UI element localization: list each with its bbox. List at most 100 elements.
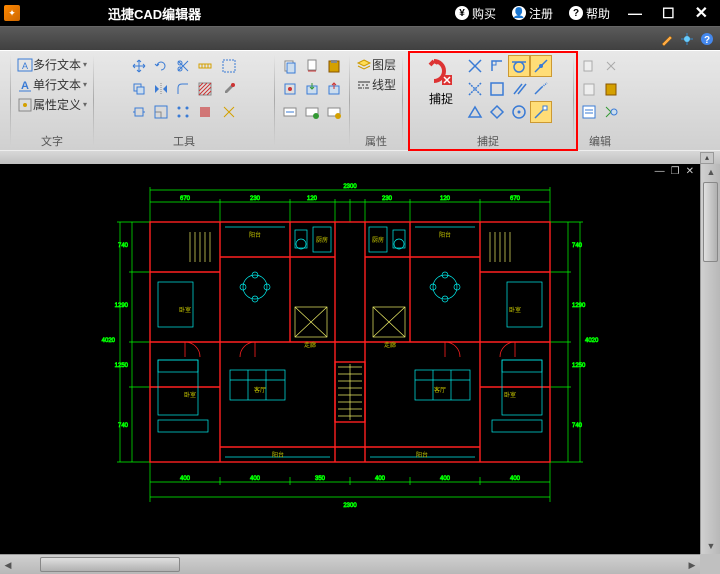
canvas-restore-icon[interactable]: ❐ [669, 166, 682, 177]
snap-midpoint-button[interactable] [464, 101, 486, 123]
tool-array-button[interactable] [172, 101, 194, 123]
svg-text:400: 400 [250, 476, 261, 482]
close-button[interactable]: ✕ [687, 1, 716, 25]
clip-import-button[interactable] [301, 101, 323, 123]
edit-paste2-button[interactable] [600, 78, 622, 100]
help-button[interactable]: ? 帮助 [563, 3, 616, 24]
horizontal-scrollbar[interactable]: ◀ ▶ [0, 554, 700, 574]
canvas-close-icon[interactable]: ✕ [684, 166, 696, 177]
move-icon [131, 58, 147, 74]
svg-text:740: 740 [572, 243, 583, 249]
buy-button[interactable]: ¥ 购买 [449, 3, 502, 24]
vertical-scroll-thumb[interactable] [703, 182, 718, 262]
collapse-chevron-icon[interactable]: ▴ [700, 152, 714, 164]
multiline-text-button[interactable]: A 多行文本▾ [15, 55, 89, 74]
ribbon-collapse-bar: ▴ [0, 150, 720, 164]
mirror-icon [153, 81, 169, 97]
clip-xref-button[interactable] [279, 101, 301, 123]
ribbon-group-attrs: 图层 线型 属性 [350, 51, 402, 150]
clip-cut-button[interactable] [301, 55, 323, 77]
attr-def-button[interactable]: 属性定义▾ [15, 95, 89, 114]
minimize-button[interactable]: — [620, 3, 650, 23]
tool-rotate-button[interactable] [150, 55, 172, 77]
ribbon-label-edit: 编辑 [589, 132, 611, 150]
svg-text:4020: 4020 [102, 338, 116, 344]
ribbon-label-tools: 工具 [173, 132, 195, 150]
yen-icon: ¥ [455, 6, 469, 20]
tool-hatch-button[interactable] [194, 78, 216, 100]
tool-region-button[interactable] [194, 101, 216, 123]
tool-move-button[interactable] [128, 55, 150, 77]
svg-text:400: 400 [440, 476, 451, 482]
svg-text:120: 120 [307, 196, 318, 202]
canvas-min-icon[interactable]: — [653, 166, 667, 177]
scroll-left-icon[interactable]: ◀ [0, 557, 16, 573]
attr-def-icon [17, 97, 33, 113]
svg-text:4020: 4020 [585, 338, 599, 344]
tool-fillet-button[interactable] [172, 78, 194, 100]
svg-text:A: A [21, 80, 29, 92]
snap-extension-button[interactable] [530, 78, 552, 100]
scroll-up-icon[interactable]: ▲ [703, 164, 719, 180]
snap-quadrant-button[interactable] [486, 101, 508, 123]
edit-match-button[interactable] [600, 101, 622, 123]
qat-sparkle-icon[interactable] [678, 30, 696, 48]
measure-icon [197, 58, 213, 74]
layer-icon [356, 57, 372, 73]
snap-tangent-button[interactable] [508, 55, 530, 77]
tool-mirror-button[interactable] [150, 78, 172, 100]
snap-endpoint-button[interactable] [486, 78, 508, 100]
register-button[interactable]: 👤 注册 [506, 3, 559, 24]
ribbon-label-text: 文字 [41, 132, 63, 150]
edit-paste-button[interactable] [578, 78, 600, 100]
ribbon-label-clipboard [311, 136, 314, 150]
snap-big-label[interactable]: 捕捉 [429, 90, 453, 107]
edit-copy-button[interactable] [578, 55, 600, 77]
svg-text:2300: 2300 [343, 503, 357, 509]
edit-prop-button[interactable] [578, 101, 600, 123]
edit-cut-button[interactable] [600, 55, 622, 77]
maximize-button[interactable]: ☐ [654, 3, 683, 24]
snap-big-icon [424, 55, 458, 89]
qat-help-icon[interactable]: ? [698, 30, 716, 48]
vertical-scrollbar[interactable]: ▲ ▼ [700, 164, 720, 554]
clip-paste-button[interactable] [323, 55, 345, 77]
layer-button[interactable]: 图层 [354, 55, 398, 74]
qat-pencil-icon[interactable] [658, 30, 676, 48]
ribbon-group-text: A 多行文本▾ A 单行文本▾ 属性定义▾ 文字 [11, 51, 93, 150]
svg-text:120: 120 [440, 196, 451, 202]
tool-copy-button[interactable] [128, 78, 150, 100]
scroll-down-icon[interactable]: ▼ [703, 538, 719, 554]
snap-node-button[interactable] [530, 101, 552, 123]
clip-wblock-button[interactable] [323, 78, 345, 100]
tool-eyedrop-button[interactable] [218, 78, 240, 100]
scroll-right-icon[interactable]: ▶ [684, 557, 700, 573]
tool-trim-button[interactable] [172, 55, 194, 77]
drawing-canvas[interactable]: — ❐ ✕ 2300 670 230 120 230 120 670 [0, 164, 700, 554]
clip-insert-button[interactable] [301, 78, 323, 100]
snap-nearest-button[interactable] [530, 55, 552, 77]
snap-parallel-button[interactable] [508, 78, 530, 100]
linetype-button[interactable]: 线型 [354, 75, 398, 94]
svg-text:厨房: 厨房 [316, 236, 328, 244]
clip-export-button[interactable] [323, 101, 345, 123]
copy-icon [131, 81, 147, 97]
tool-stretch-button[interactable] [128, 101, 150, 123]
tool-explode-button[interactable] [218, 101, 240, 123]
snap-apparent-button[interactable] [464, 78, 486, 100]
clip-copy-button[interactable] [279, 55, 301, 77]
horizontal-scroll-thumb[interactable] [40, 557, 180, 572]
linetype-icon [356, 77, 372, 93]
tool-scale-button[interactable] [150, 101, 172, 123]
svg-text:740: 740 [118, 423, 129, 429]
svg-text:740: 740 [572, 423, 583, 429]
tool-select-button[interactable] [218, 55, 240, 77]
snap-intersect-button[interactable] [464, 55, 486, 77]
tool-measure-button[interactable] [194, 55, 216, 77]
clip-block-button[interactable] [279, 78, 301, 100]
singleline-text-button[interactable]: A 单行文本▾ [15, 75, 89, 94]
snap-perp-button[interactable] [486, 55, 508, 77]
ribbon-label-attrs: 属性 [365, 132, 387, 150]
snap-center-button[interactable] [508, 101, 530, 123]
app-title: 迅捷CAD编辑器 [108, 4, 201, 23]
